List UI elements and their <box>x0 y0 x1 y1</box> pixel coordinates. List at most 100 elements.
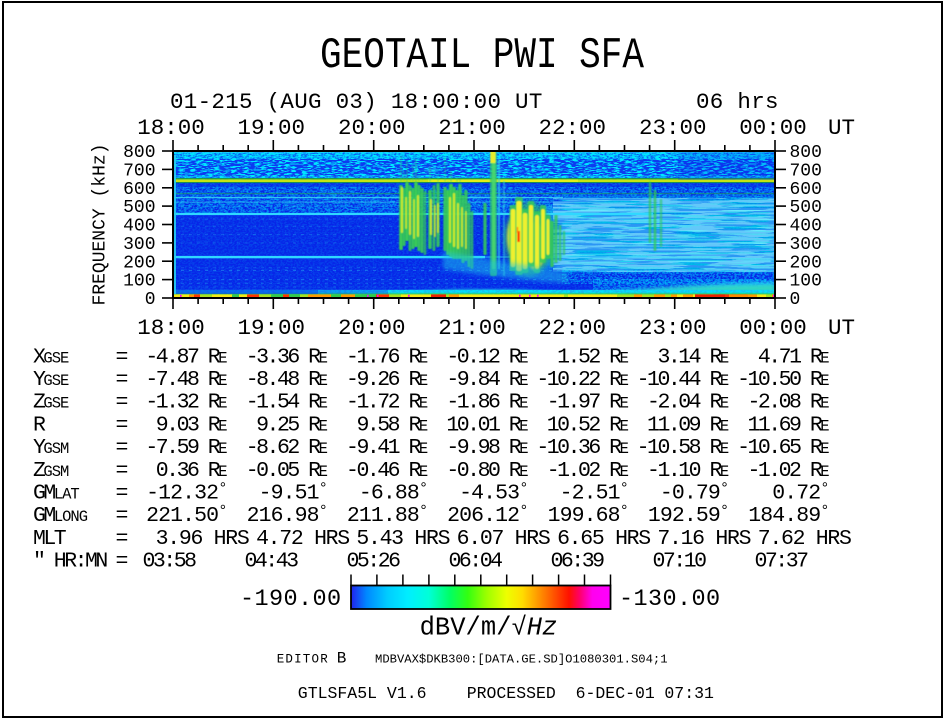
svg-text:-4.87 RE: -4.87 RE <box>145 345 227 369</box>
svg-text:-9.84 RE: -9.84 RE <box>446 368 528 392</box>
svg-text:-9.26 RE: -9.26 RE <box>346 368 428 392</box>
svg-text:-10.50 RE: -10.50 RE <box>737 368 830 392</box>
svg-text:-10.36 RE: -10.36 RE <box>536 436 629 460</box>
svg-text:EDITOR: EDITOR <box>277 653 329 667</box>
svg-text:-1.54 RE: -1.54 RE <box>246 391 328 415</box>
svg-text:-0.46 RE: -0.46 RE <box>346 459 428 483</box>
svg-text:ZGSE: ZGSE <box>33 391 69 415</box>
svg-text:GEOTAIL PWI SFA: GEOTAIL PWI SFA <box>320 32 645 81</box>
svg-text:=: = <box>116 391 128 415</box>
svg-text:=: = <box>116 550 128 574</box>
svg-text:6.07 HRS: 6.07 HRS <box>457 527 550 551</box>
svg-text:UT: UT <box>828 115 855 141</box>
svg-text:300: 300 <box>790 235 822 255</box>
svg-text:=: = <box>116 345 128 369</box>
svg-text:6.65 HRS: 6.65 HRS <box>557 527 650 551</box>
svg-text:-2.04 RE: -2.04 RE <box>647 391 729 415</box>
svg-text:=: = <box>116 436 128 460</box>
svg-text:10.01 RE: 10.01 RE <box>446 413 528 437</box>
svg-text:-1.02 RE: -1.02 RE <box>747 459 829 483</box>
svg-text:184.89°: 184.89° <box>748 502 829 528</box>
svg-text:-0.79°: -0.79° <box>660 480 729 506</box>
svg-text:07:10: 07:10 <box>652 550 706 574</box>
svg-text:0: 0 <box>145 290 156 310</box>
svg-text:07:37: 07:37 <box>754 550 808 574</box>
svg-text:=: = <box>116 413 128 437</box>
svg-text:00:00: 00:00 <box>739 315 807 341</box>
svg-text:-4.53°: -4.53° <box>459 480 528 506</box>
svg-text:-0.80 RE: -0.80 RE <box>446 459 528 483</box>
svg-text:-7.48 RE: -7.48 RE <box>145 368 227 392</box>
svg-text:GTLSFA5L V1.6: GTLSFA5L V1.6 <box>298 684 427 703</box>
svg-text:-2.51°: -2.51° <box>560 480 629 506</box>
svg-text:6-DEC-01: 6-DEC-01 <box>576 684 655 703</box>
svg-text:-9.51°: -9.51° <box>259 480 328 506</box>
svg-text:dBV/m/√Hz: dBV/m/√Hz <box>420 614 558 643</box>
svg-text:7.62 HRS: 7.62 HRS <box>758 527 851 551</box>
svg-text:700: 700 <box>790 161 822 181</box>
svg-text:01-215 (AUG 03) 18:00:00 UT: 01-215 (AUG 03) 18:00:00 UT <box>170 89 543 115</box>
svg-text:200: 200 <box>123 253 155 273</box>
svg-text:-10.58 RE: -10.58 RE <box>637 436 730 460</box>
svg-text:04:43: 04:43 <box>244 550 298 574</box>
svg-text:3.96 HRS: 3.96 HRS <box>156 527 249 551</box>
svg-text:500: 500 <box>123 198 155 218</box>
svg-text:07:31: 07:31 <box>664 684 714 703</box>
svg-text:06:04: 06:04 <box>448 550 502 574</box>
svg-text:-7.59 RE: -7.59 RE <box>145 436 227 460</box>
svg-text:211.88°: 211.88° <box>347 502 428 528</box>
svg-text:19:00: 19:00 <box>238 115 306 141</box>
svg-text:PROCESSED: PROCESSED <box>467 684 556 703</box>
svg-text:9.58 RE: 9.58 RE <box>356 413 428 437</box>
svg-text:03:58: 03:58 <box>142 550 196 574</box>
svg-text:=: = <box>116 459 128 483</box>
svg-text:-9.41 RE: -9.41 RE <box>346 436 428 460</box>
svg-text:18:00: 18:00 <box>137 315 205 341</box>
svg-text:20:00: 20:00 <box>338 315 406 341</box>
svg-text:22:00: 22:00 <box>539 115 607 141</box>
svg-text:221.50°: 221.50° <box>146 502 227 528</box>
svg-text:" HR:MN: " HR:MN <box>33 550 107 574</box>
svg-text:200: 200 <box>790 253 822 273</box>
svg-text:-12.32°: -12.32° <box>146 480 227 506</box>
svg-text:-1.97 RE: -1.97 RE <box>547 391 629 415</box>
svg-text:-1.10 RE: -1.10 RE <box>647 459 729 483</box>
svg-text:4.72 HRS: 4.72 HRS <box>256 527 349 551</box>
svg-text:23:00: 23:00 <box>639 315 707 341</box>
svg-text:-1.86 RE: -1.86 RE <box>446 391 528 415</box>
svg-text:100: 100 <box>123 272 155 292</box>
svg-text:0.72°: 0.72° <box>772 480 829 506</box>
svg-text:500: 500 <box>790 198 822 218</box>
svg-text:800: 800 <box>123 143 155 163</box>
svg-text:-1.02 RE: -1.02 RE <box>547 459 629 483</box>
svg-text:XGSE: XGSE <box>33 345 69 369</box>
svg-text:GMLONG: GMLONG <box>33 504 88 528</box>
svg-text:10.52 RE: 10.52 RE <box>547 413 629 437</box>
svg-text:206.12°: 206.12° <box>447 502 528 528</box>
svg-text:400: 400 <box>790 217 822 237</box>
svg-text:-130.00: -130.00 <box>619 586 721 613</box>
svg-text:-0.12 RE: -0.12 RE <box>446 345 528 369</box>
svg-text:11.09 RE: 11.09 RE <box>647 413 729 437</box>
svg-text:300: 300 <box>123 235 155 255</box>
svg-text:192.59°: 192.59° <box>648 502 729 528</box>
svg-text:700: 700 <box>123 161 155 181</box>
svg-text:FREQUENCY (kHz): FREQUENCY (kHz) <box>91 143 111 305</box>
svg-text:-3.36 RE: -3.36 RE <box>246 345 328 369</box>
svg-text:11.69 RE: 11.69 RE <box>747 413 829 437</box>
svg-text:1.52 RE: 1.52 RE <box>557 345 629 369</box>
svg-text:-2.08 RE: -2.08 RE <box>747 391 829 415</box>
svg-text:ZGSM: ZGSM <box>33 459 69 483</box>
svg-text:100: 100 <box>790 272 822 292</box>
svg-text:0.36 RE: 0.36 RE <box>156 459 228 483</box>
svg-text:-8.48 RE: -8.48 RE <box>246 368 328 392</box>
svg-text:06 hrs: 06 hrs <box>696 89 779 115</box>
svg-text:-190.00: -190.00 <box>240 586 342 613</box>
svg-text:B: B <box>337 650 347 668</box>
svg-text:21:00: 21:00 <box>438 315 506 341</box>
svg-text:YGSE: YGSE <box>33 368 69 392</box>
svg-text:22:00: 22:00 <box>539 315 607 341</box>
svg-text:3.14 RE: 3.14 RE <box>657 345 729 369</box>
svg-text:=: = <box>116 368 128 392</box>
svg-text:06:39: 06:39 <box>550 550 604 574</box>
